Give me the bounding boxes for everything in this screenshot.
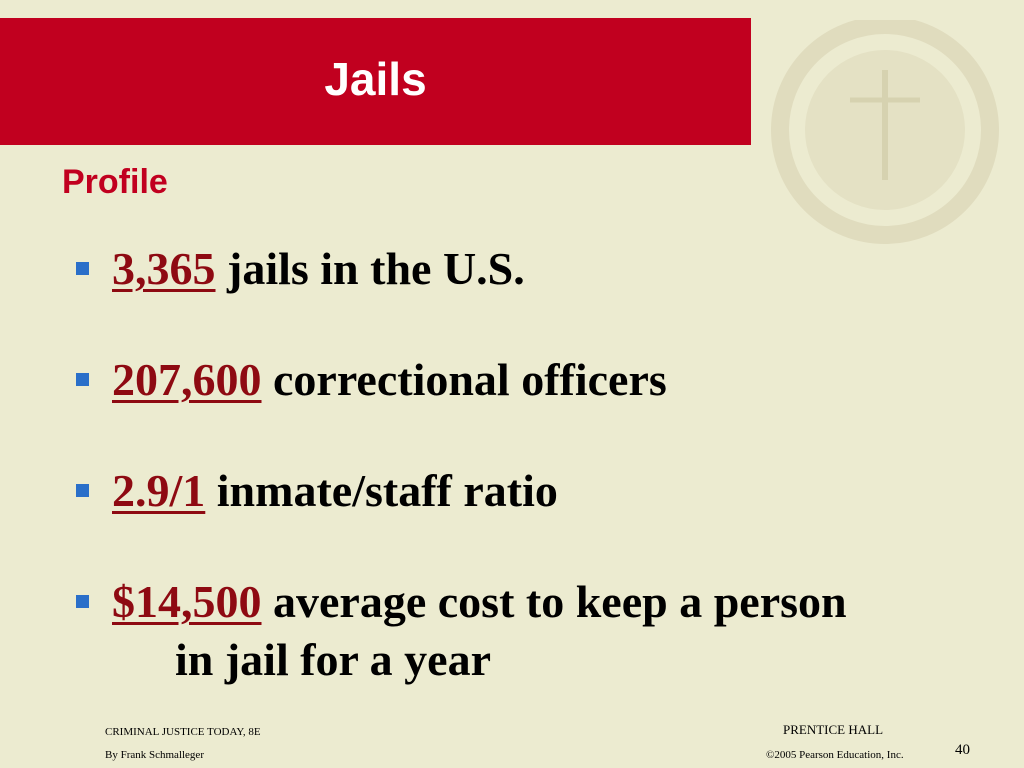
bullet-text: average cost to keep a person in jail fo…	[175, 576, 847, 685]
bullet-marker	[76, 484, 89, 497]
bullet-highlight: 3,365	[112, 243, 216, 294]
bullet-marker	[76, 595, 89, 608]
footer-book: CRIMINAL JUSTICE TODAY, 8E	[105, 726, 261, 738]
bullet-content: $14,500 average cost to keep a person in…	[112, 573, 875, 689]
bullet-item: $14,500 average cost to keep a person in…	[72, 573, 912, 689]
footer-author: By Frank Schmalleger	[105, 749, 204, 761]
bullet-highlight: 207,600	[112, 354, 262, 405]
bullet-marker	[76, 373, 89, 386]
page-number: 40	[955, 742, 970, 758]
bullet-text: correctional officers	[273, 354, 667, 405]
bullet-marker	[76, 262, 89, 275]
bullet-highlight: 2.9/1	[112, 465, 206, 516]
bullet-text: jails in the U.S.	[227, 243, 525, 294]
bullet-content: 2.9/1 inmate/staff ratio	[112, 462, 875, 520]
bullet-item: 207,600 correctional officers	[72, 351, 912, 409]
bullet-text: inmate/staff ratio	[216, 465, 558, 516]
seal-watermark	[771, 20, 999, 244]
footer-publisher: PRENTICE HALL	[783, 722, 884, 737]
bullet-content: 3,365 jails in the U.S.	[112, 240, 875, 298]
bullet-item: 2.9/1 inmate/staff ratio	[72, 462, 912, 520]
footer-copyright: ©2005 Pearson Education, Inc.	[766, 749, 904, 761]
bullet-content: 207,600 correctional officers	[112, 351, 875, 409]
bullet-highlight: $14,500	[112, 576, 262, 627]
slide-subtitle: Profile	[62, 163, 168, 201]
bullet-item: 3,365 jails in the U.S.	[72, 240, 912, 298]
title-bar	[0, 18, 751, 145]
bullet-list: 3,365 jails in the U.S. 207,600 correctio…	[72, 240, 912, 742]
slide-title: Jails	[324, 53, 427, 105]
